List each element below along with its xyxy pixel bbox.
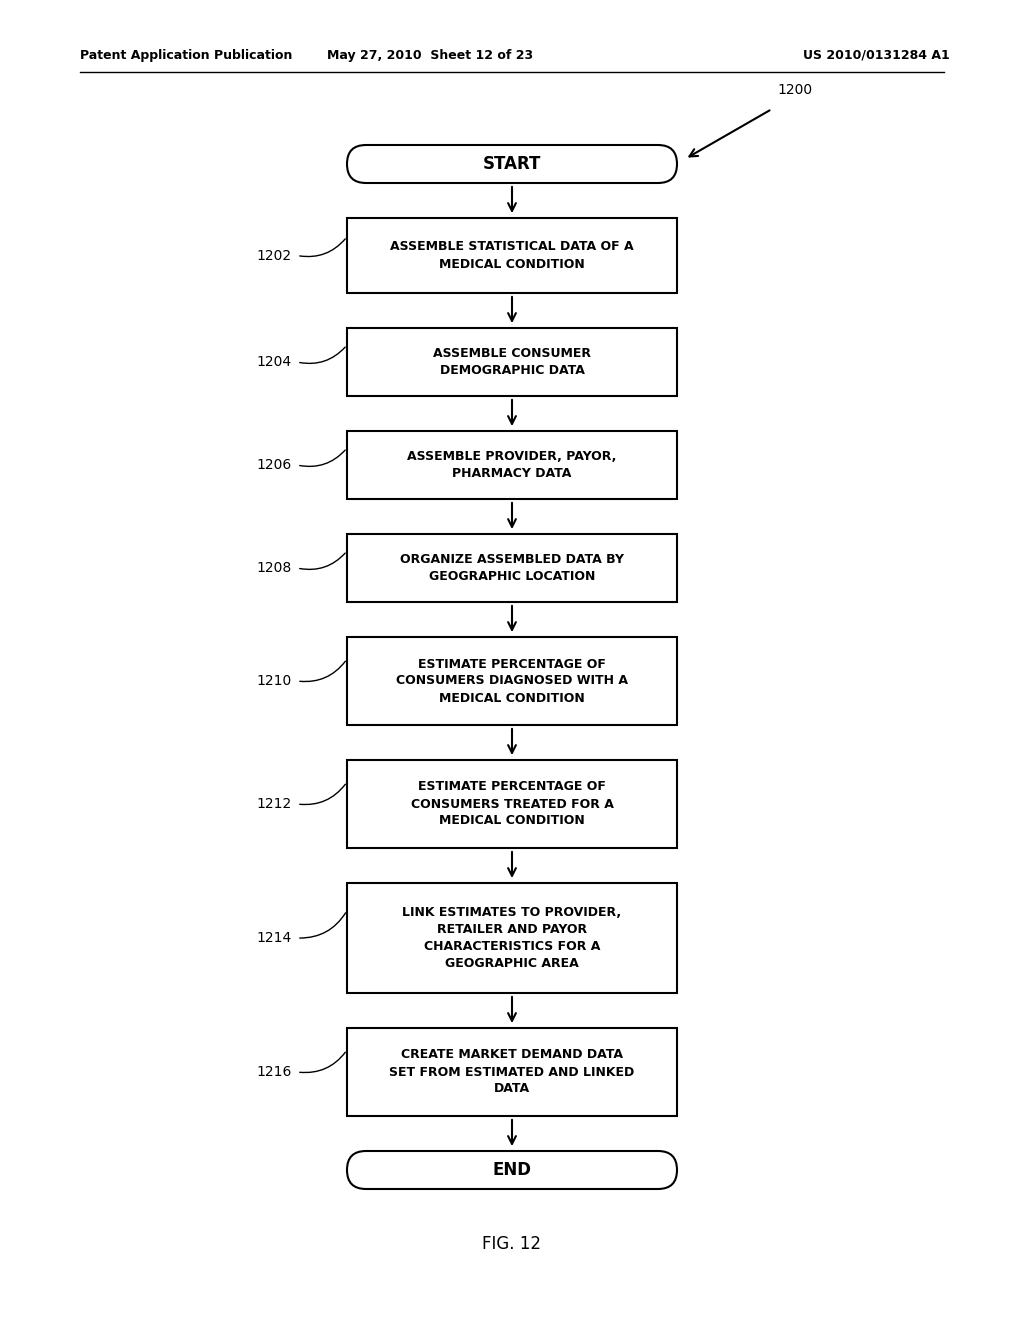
Bar: [347, 535, 677, 602]
Text: CREATE MARKET DEMAND DATA
SET FROM ESTIMATED AND LINKED
DATA: CREATE MARKET DEMAND DATA SET FROM ESTIM…: [389, 1048, 635, 1096]
Text: 1214: 1214: [257, 931, 292, 945]
Text: ESTIMATE PERCENTAGE OF
CONSUMERS TREATED FOR A
MEDICAL CONDITION: ESTIMATE PERCENTAGE OF CONSUMERS TREATED…: [411, 780, 613, 828]
Text: ORGANIZE ASSEMBLED DATA BY
GEOGRAPHIC LOCATION: ORGANIZE ASSEMBLED DATA BY GEOGRAPHIC LO…: [400, 553, 624, 583]
Text: 1204: 1204: [257, 355, 292, 370]
Text: 1206: 1206: [257, 458, 292, 473]
Text: 1212: 1212: [257, 797, 292, 810]
Bar: [347, 760, 677, 847]
Bar: [347, 883, 677, 993]
Bar: [347, 218, 677, 293]
Bar: [347, 327, 677, 396]
Text: 1210: 1210: [257, 675, 292, 688]
Text: ASSEMBLE STATISTICAL DATA OF A
MEDICAL CONDITION: ASSEMBLE STATISTICAL DATA OF A MEDICAL C…: [390, 240, 634, 271]
Bar: [347, 432, 677, 499]
Text: ESTIMATE PERCENTAGE OF
CONSUMERS DIAGNOSED WITH A
MEDICAL CONDITION: ESTIMATE PERCENTAGE OF CONSUMERS DIAGNOS…: [396, 657, 628, 705]
Text: END: END: [493, 1162, 531, 1179]
Text: START: START: [482, 154, 542, 173]
Text: FIG. 12: FIG. 12: [482, 1236, 542, 1253]
Text: LINK ESTIMATES TO PROVIDER,
RETAILER AND PAYOR
CHARACTERISTICS FOR A
GEOGRAPHIC : LINK ESTIMATES TO PROVIDER, RETAILER AND…: [402, 906, 622, 970]
Bar: [347, 638, 677, 725]
Text: 1200: 1200: [777, 83, 812, 96]
Text: ASSEMBLE PROVIDER, PAYOR,
PHARMACY DATA: ASSEMBLE PROVIDER, PAYOR, PHARMACY DATA: [408, 450, 616, 480]
Text: Patent Application Publication: Patent Application Publication: [80, 49, 293, 62]
Text: 1208: 1208: [257, 561, 292, 576]
Text: May 27, 2010  Sheet 12 of 23: May 27, 2010 Sheet 12 of 23: [327, 49, 534, 62]
Bar: [347, 1028, 677, 1115]
Text: US 2010/0131284 A1: US 2010/0131284 A1: [803, 49, 950, 62]
Text: 1202: 1202: [257, 248, 292, 263]
Text: 1216: 1216: [257, 1065, 292, 1078]
Text: ASSEMBLE CONSUMER
DEMOGRAPHIC DATA: ASSEMBLE CONSUMER DEMOGRAPHIC DATA: [433, 347, 591, 378]
FancyBboxPatch shape: [347, 1151, 677, 1189]
FancyBboxPatch shape: [347, 145, 677, 183]
